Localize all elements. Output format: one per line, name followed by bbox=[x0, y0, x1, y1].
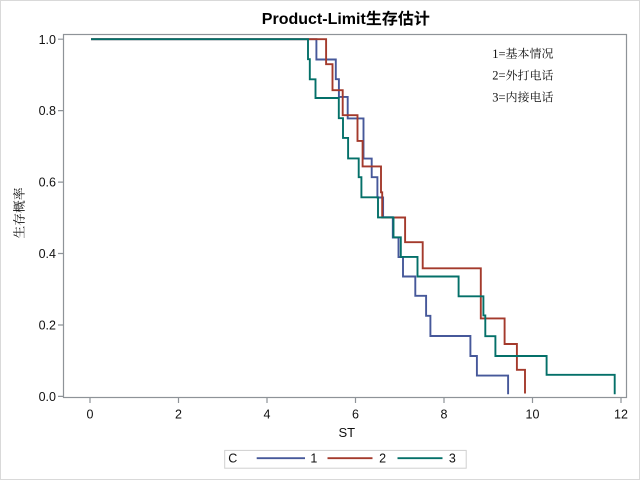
svg-text:3: 3 bbox=[449, 452, 456, 466]
svg-text:0.2: 0.2 bbox=[39, 319, 56, 333]
svg-text:1=: 1= bbox=[492, 47, 505, 61]
svg-text:6: 6 bbox=[352, 407, 359, 421]
svg-text:0.0: 0.0 bbox=[39, 390, 56, 404]
svg-text:0.8: 0.8 bbox=[39, 104, 56, 118]
svg-text:C: C bbox=[228, 452, 237, 466]
svg-text:3=: 3= bbox=[492, 90, 505, 104]
svg-text:2: 2 bbox=[175, 407, 182, 421]
svg-text:0.4: 0.4 bbox=[39, 247, 56, 261]
svg-text:4: 4 bbox=[264, 407, 271, 421]
svg-text:1.0: 1.0 bbox=[39, 33, 56, 47]
svg-text:10: 10 bbox=[526, 407, 540, 421]
svg-text:ST: ST bbox=[338, 425, 355, 440]
svg-text:2: 2 bbox=[379, 452, 386, 466]
svg-text:0.6: 0.6 bbox=[39, 176, 56, 190]
svg-text:2=: 2= bbox=[492, 69, 505, 83]
svg-text:8: 8 bbox=[441, 407, 448, 421]
svg-text:Product-Limit: Product-Limit bbox=[262, 11, 367, 28]
svg-text:0: 0 bbox=[87, 407, 94, 421]
svg-text:12: 12 bbox=[614, 407, 628, 421]
svg-text:1: 1 bbox=[310, 452, 317, 466]
